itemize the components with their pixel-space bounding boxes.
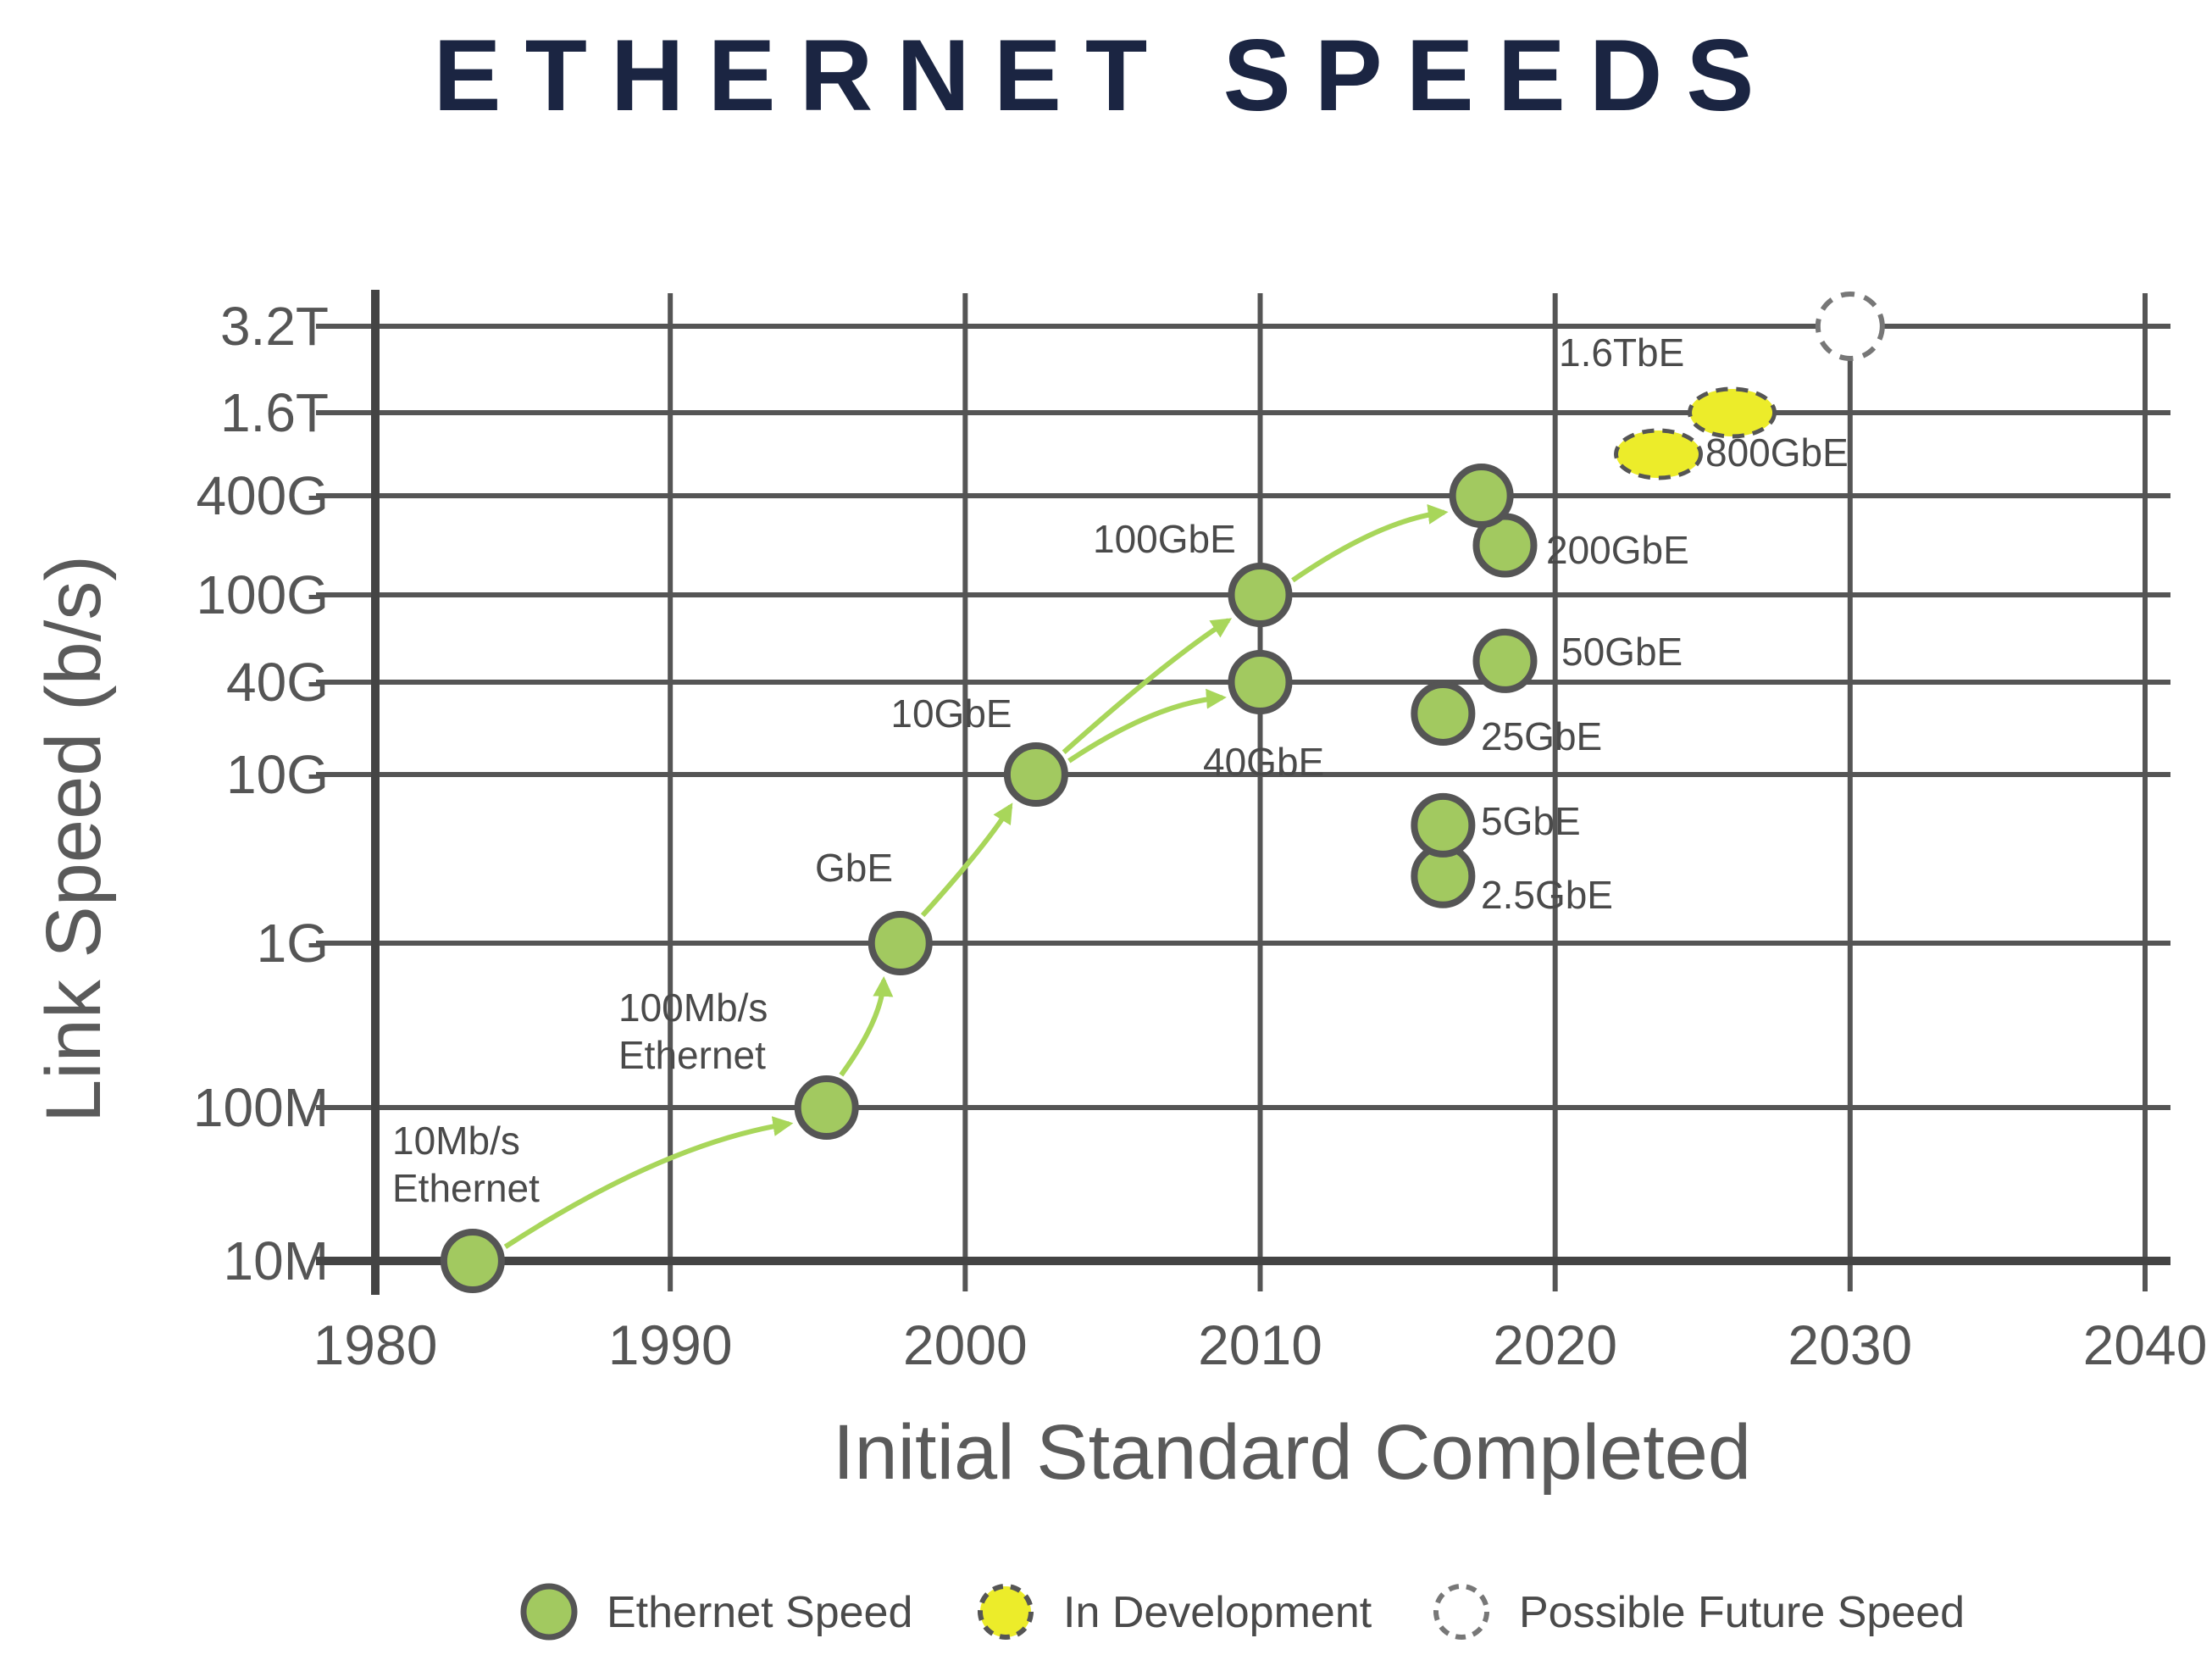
ethernet-speed-point [440,1229,505,1293]
point-label-line: 100Mb/s [618,986,768,1030]
point-label: 200GbE [1546,528,1689,572]
y-tick-label: 400G [196,465,329,526]
point-label-line: 10Mb/s [392,1119,520,1163]
progression-arrow [920,802,1013,918]
y-tick-label: 100M [193,1077,329,1138]
ethernet-speed-point [1472,628,1538,693]
x-tick-label: 1990 [608,1313,733,1376]
point-label-line: 50GbE [1561,630,1683,674]
legend-label: Possible Future Speed [1519,1588,1965,1637]
legend-future-swatch [1433,1584,1489,1640]
ethernet-speed-point [1411,792,1476,858]
point-label-line: Ethernet [618,1033,766,1077]
legend-ethernet-swatch [520,1583,578,1641]
x-tick-label: 2040 [2083,1313,2208,1376]
y-tick-label: 40G [226,652,329,713]
legend-label: In Development [1063,1588,1372,1637]
y-tick-label: 100G [196,564,329,625]
y-tick-label: 1G [257,913,329,974]
y-tick-label: 3.2T [220,296,329,357]
progression-arrow [503,1116,794,1249]
point-label: 50GbE [1561,630,1683,674]
legend-label: Ethernet Speed [607,1588,912,1637]
progression-arrow [1291,503,1449,583]
point-label: 800GbE [1705,430,1849,475]
ethernet-speed-point [1228,650,1293,714]
x-axis-title: Initial Standard Completed [833,1409,1751,1496]
ethernet-speed-point [1003,742,1068,807]
x-tick-label: 2020 [1493,1313,1617,1376]
grid [316,293,2170,1291]
point-label-line: GbE [815,846,893,890]
ethernet-speed-point [794,1075,859,1140]
x-tick-label: 2000 [903,1313,1028,1376]
progression-arrows [503,503,1449,1249]
y-tick-label: 1.6T [220,382,329,443]
progression-arrow [839,975,894,1077]
x-tick-label: 2010 [1198,1313,1322,1376]
x-tick-label: 2030 [1788,1313,1912,1376]
progression-arrow [1062,618,1233,754]
point-label-line: 200GbE [1546,528,1689,572]
x-tick-label: 1980 [313,1313,438,1376]
axes: 1980 1990 2000 2010 2020 2030 2040 10M 100M 1G 10G… [193,290,2208,1376]
point-label: 100GbE [1093,517,1236,561]
point-label-line: 40GbE [1203,740,1324,784]
y-tick-label: 10M [224,1230,330,1291]
legend: Ethernet Speed In Development Possible Fut… [520,1583,1965,1641]
in-development-point [1614,428,1704,480]
data-points [440,292,1885,1293]
point-label-line: 800GbE [1705,430,1849,475]
point-label: 100Mb/s Ethernet [618,986,768,1077]
point-label-line: 10GbE [890,691,1012,736]
ethernet-speed-point [1449,464,1514,528]
progression-arrow [1067,688,1227,764]
future-speed-point [1815,292,1885,361]
point-label: 40GbE [1203,740,1324,784]
point-label-line: 1.6TbE [1559,330,1684,375]
point-label: 2.5GbE [1481,873,1613,917]
point-label-line: 2.5GbE [1481,873,1613,917]
point-label-line: 100GbE [1093,517,1236,561]
y-tick-label: 10G [226,744,329,805]
point-label: GbE [815,846,893,890]
in-development-point [1688,386,1777,439]
point-label: 1.6TbE [1559,330,1684,375]
ethernet-speed-point [1411,680,1476,746]
chart-title: ETHERNET SPEEDS [434,19,1778,132]
point-label: 25GbE [1481,714,1602,758]
y-axis-title: Link Speed (b/s) [30,555,117,1123]
legend-development-swatch [978,1584,1034,1640]
point-label-line: 25GbE [1481,714,1602,758]
ethernet-speed-point [868,911,933,975]
ethernet-speed-point [1228,563,1293,627]
point-label: 5GbE [1481,799,1581,843]
point-label-line: Ethernet [392,1166,540,1210]
point-label-line: 5GbE [1481,799,1581,843]
point-label: 10Mb/s Ethernet [392,1119,540,1210]
point-label: 10GbE [890,691,1012,736]
